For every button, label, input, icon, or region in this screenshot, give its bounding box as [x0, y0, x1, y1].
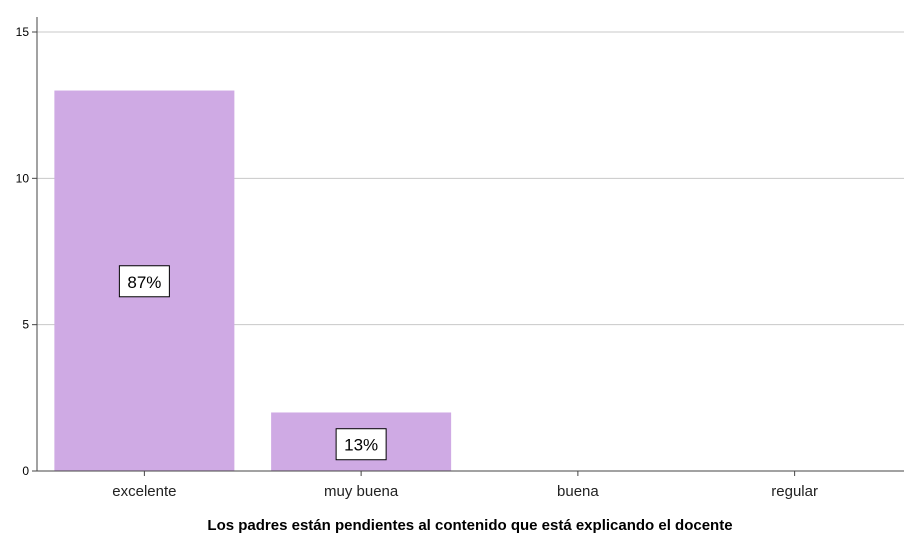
y-tick-label: 15: [16, 25, 30, 39]
x-category-label: buena: [557, 483, 599, 500]
x-axis-title: Los padres están pendientes al contenido…: [207, 517, 732, 534]
x-axis-categories: excelente muy buena buena regular: [112, 471, 818, 500]
data-label-text: 87%: [127, 273, 161, 292]
y-tick-label: 5: [22, 318, 29, 332]
bars: [54, 90, 452, 472]
y-tick-label: 10: [16, 171, 30, 185]
data-labels: 87% 13%: [118, 265, 387, 461]
x-category-label: muy buena: [324, 483, 399, 500]
x-category-label: regular: [771, 483, 818, 500]
y-tick-label: 0: [22, 464, 29, 478]
x-category-label: excelente: [112, 483, 176, 500]
y-axis-ticks: 0 5 10 15: [16, 25, 37, 478]
data-label-text: 13%: [344, 436, 378, 455]
data-label: 87%: [118, 265, 170, 298]
data-label: 13%: [335, 428, 387, 461]
data-label-box: [335, 428, 387, 461]
data-label-box: [118, 265, 170, 298]
